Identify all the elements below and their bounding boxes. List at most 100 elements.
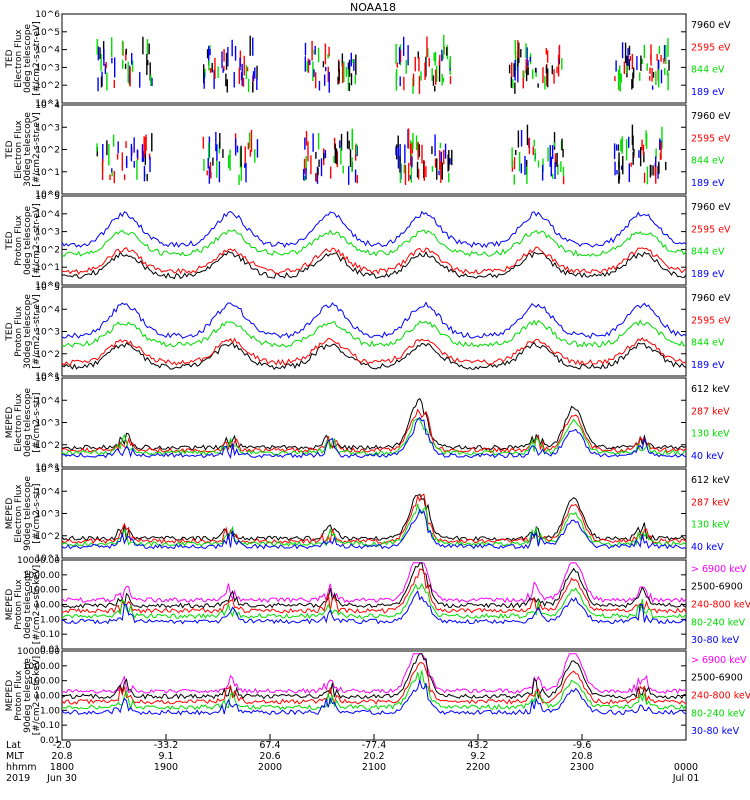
y-tick-label: 10^4: [35, 46, 60, 56]
legend-entry: 30-80 keV: [691, 726, 740, 737]
legend-entry: 844 eV: [691, 247, 725, 258]
legend-entry: 287 keV: [691, 406, 730, 417]
y-tick-label: 10^3: [35, 419, 60, 429]
x-row-label: Lat: [6, 740, 21, 751]
y-axis-label-line: MEPED: [5, 498, 15, 530]
series-line: [61, 417, 687, 456]
y-tick-label: 10^5: [35, 374, 60, 384]
x-tick-label: -33.2: [154, 740, 179, 751]
y-axis-label-line: 30deg telescope: [23, 112, 33, 187]
series-marks: [61, 653, 687, 716]
y-tick-label: 10^1: [35, 168, 60, 178]
y-tick-label: 10^1: [35, 263, 60, 273]
y-tick-label: 10^4: [35, 101, 60, 111]
y-axis-label-line: [#/cm2-s-str-eV]: [32, 294, 42, 369]
plot-frame: [61, 559, 687, 650]
y-tick-label: 10^2: [35, 532, 60, 542]
legend-entry: 80-240 keV: [691, 708, 746, 719]
legend-entry: 7960 eV: [691, 293, 731, 304]
y-axis-label-line: 90deg telescope: [23, 658, 33, 733]
y-axis-label-line: MEPED: [5, 680, 15, 712]
series-line: [61, 653, 687, 695]
y-axis-label-line: Proton Flux: [14, 215, 24, 266]
y-axis-label-line: 30deg telescope: [23, 294, 33, 369]
y-tick-label: 10^1: [35, 463, 60, 473]
legend-entry: 7960 eV: [691, 20, 731, 31]
series-line: [61, 582, 687, 619]
y-tick-label: 10^3: [35, 123, 60, 133]
y-axis-label-line: TED: [5, 322, 15, 341]
x-tick-label: 2100: [362, 762, 386, 773]
y-tick-label: 0.10: [40, 721, 60, 731]
y-axis-label-line: Electron Flux: [14, 484, 24, 543]
panel-8: 0.01 0.10 1.00 10.00 100.00 1000.00 10000.00 ME…: [5, 647, 750, 746]
y-tick-label: 1.00: [40, 706, 60, 716]
panel-7: 0.01 0.10 1.00 10.00 100.00 1000.00 10000.00 ME…: [5, 556, 750, 655]
x-tick-label: 43.2: [467, 740, 488, 751]
series-line: [61, 679, 687, 716]
y-axis-label-line: Electron Flux: [14, 29, 24, 88]
y-tick-label: 10^0: [35, 190, 60, 200]
legend-entry: 7960 eV: [691, 202, 731, 213]
legend-entry: 2500-6900: [691, 582, 743, 593]
series-line: [61, 408, 687, 454]
x-tick-label: -77.4: [362, 740, 387, 751]
legend-entry: 130 keV: [691, 429, 730, 440]
legend-entry: 844 eV: [691, 156, 725, 167]
x-tick-label: -9.6: [573, 740, 592, 751]
series-line: [61, 562, 687, 609]
y-tick-label: 10^4: [35, 396, 60, 406]
y-tick-label: 1000.00: [23, 662, 60, 672]
y-axis-label-line: 0deg telescope: [23, 206, 33, 276]
legend-entry: 80-240 keV: [691, 617, 746, 628]
y-axis-label-line: [#/cm2-s-str]: [32, 392, 42, 452]
y-tick-label: 10^0: [35, 281, 60, 291]
y-axis-label-line: [#/cm2-s-str-keV]: [32, 656, 42, 735]
series-line: [61, 210, 687, 249]
panel-4: 10^1 10^2 10^3 10^4 10^5 TED Proton Flux 30deg …: [5, 283, 731, 382]
y-axis-label-line: [#/cm2-s-str-eV]: [32, 203, 42, 278]
series-line: [61, 246, 687, 275]
y-tick-label: 10^4: [35, 305, 60, 315]
y-tick-label: 10^4: [35, 487, 60, 497]
legend-entry: 7960 eV: [691, 111, 731, 122]
y-axis-label-line: TED: [5, 231, 15, 250]
y-axis-label-line: Proton Flux: [14, 579, 24, 630]
series-line: [61, 562, 687, 604]
y-axis-label-line: 0deg telescope: [23, 570, 33, 640]
plot-frame: [61, 13, 687, 104]
x-tick-label: 2300: [570, 762, 594, 773]
panel-1: 10^1 10^2 10^3 10^4 10^5 10^6 TED Electron Flux…: [5, 10, 731, 109]
x-tick-label: 20.8: [571, 751, 592, 762]
panel-3: 10^0 10^1 10^2 10^3 10^4 10^5 TED Proton Flux 0d…: [5, 192, 731, 291]
legend-entry: 189 eV: [691, 178, 725, 189]
series-line: [61, 508, 687, 550]
legend-entry: 287 keV: [691, 497, 730, 508]
series-line: [61, 670, 687, 711]
y-tick-label: 10^1: [35, 372, 60, 382]
legend-entry: 30-80 keV: [691, 635, 740, 646]
y-axis-label-line: [#/cm2-s-str]: [32, 483, 42, 543]
series-line: [61, 493, 687, 545]
y-tick-label: 10^5: [35, 192, 60, 202]
plot-frame: [61, 286, 687, 377]
y-tick-label: 10^6: [35, 10, 60, 20]
y-tick-label: 10^5: [35, 465, 60, 475]
legend-entry: 189 eV: [691, 269, 725, 280]
y-tick-label: 10^1: [35, 99, 60, 109]
y-tick-label: 0.01: [40, 645, 60, 655]
x-row-label: hhmm: [6, 762, 37, 773]
x-row-label: MLT: [6, 751, 24, 762]
y-tick-label: 0.10: [40, 630, 60, 640]
y-tick-label: 10^2: [35, 441, 60, 451]
series-marks: [61, 210, 687, 280]
y-tick-label: 100.00: [29, 586, 61, 596]
y-tick-label: 10^3: [35, 510, 60, 520]
panel-5: 10^1 10^2 10^3 10^4 10^5 MEPED Electron Flux 0d…: [5, 374, 730, 473]
x-tick-label: Jun 30: [46, 773, 77, 784]
legend-entry: 130 keV: [691, 520, 730, 531]
panel-2: 10^0 10^1 10^2 10^3 10^4 TED Electron Flux 30de…: [5, 101, 731, 200]
x-tick-label: 20.2: [363, 751, 384, 762]
